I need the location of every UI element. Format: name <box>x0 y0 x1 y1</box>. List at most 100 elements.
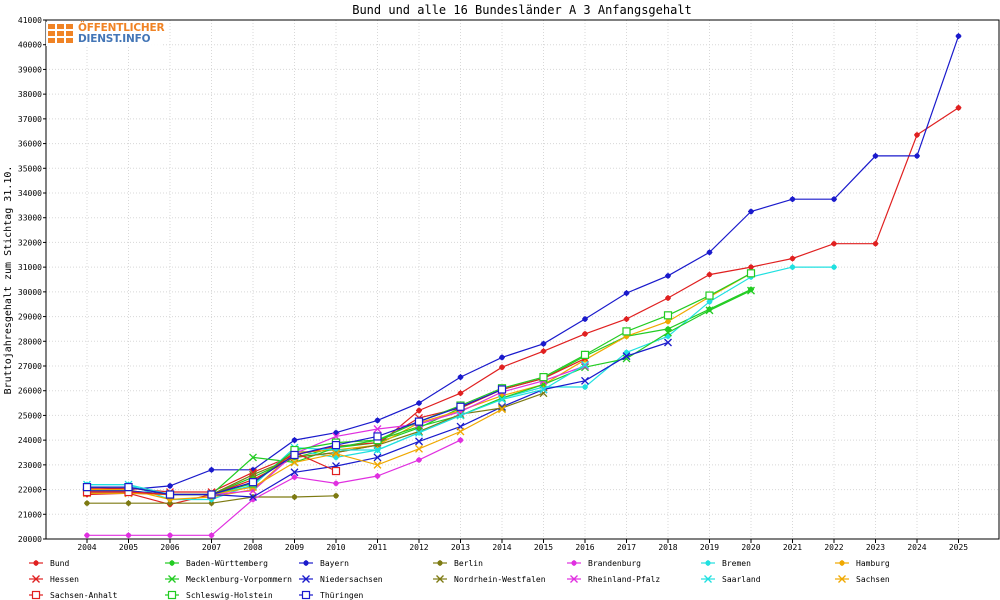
point-cross <box>332 449 340 458</box>
data-point <box>665 318 671 325</box>
y-tick-label: 26000 <box>18 387 42 396</box>
data-point <box>84 500 90 507</box>
data-point <box>84 532 90 539</box>
data-point <box>838 575 846 583</box>
data-point <box>291 437 298 444</box>
x-tick-label: 2005 <box>119 543 138 552</box>
x-tick-label: 2016 <box>575 543 594 552</box>
data-point <box>333 492 339 499</box>
legend-label: Bund <box>50 559 69 568</box>
y-tick-label: 25000 <box>18 411 42 420</box>
data-point <box>167 482 173 489</box>
x-tick-label: 2010 <box>326 543 345 552</box>
data-point <box>498 405 506 414</box>
point-cross <box>456 411 465 420</box>
series-line <box>86 107 959 506</box>
legend-item: Saarland <box>701 575 761 584</box>
data-point <box>208 500 215 507</box>
legend-label: Hessen <box>50 575 79 584</box>
data-point <box>125 500 132 507</box>
data-point <box>955 104 962 111</box>
x-tick-label: 2021 <box>783 543 802 552</box>
point-cross <box>373 425 382 433</box>
data-point <box>539 385 548 394</box>
data-point <box>748 208 754 215</box>
point-cross <box>704 575 712 583</box>
data-point <box>331 466 341 476</box>
data-point <box>333 454 339 461</box>
y-tick-label: 32000 <box>18 238 42 247</box>
y-tick-label: 33000 <box>18 214 42 223</box>
data-point <box>664 328 672 337</box>
data-point <box>540 340 547 347</box>
legend-item: Brandenburg <box>567 559 641 568</box>
point-cross <box>498 395 506 404</box>
point-cross <box>747 286 755 295</box>
data-point <box>580 350 590 359</box>
legend-item: Mecklenburg-Vorpommern <box>165 575 292 584</box>
legend-item: Bremen <box>701 559 751 568</box>
point-cross <box>249 493 257 501</box>
x-tick-label: 2022 <box>824 543 843 552</box>
data-point <box>333 480 339 487</box>
data-point <box>622 354 631 363</box>
data-point <box>705 306 714 315</box>
point-cross <box>249 453 257 462</box>
point-cross <box>415 444 423 453</box>
data-point <box>207 490 216 499</box>
y-tick-label: 24000 <box>18 436 42 445</box>
data-point <box>374 472 381 479</box>
data-point <box>416 407 422 414</box>
legend-label: Mecklenburg-Vorpommern <box>186 575 292 584</box>
x-tick-label: 2014 <box>492 543 511 552</box>
series-line <box>87 439 461 536</box>
data-point <box>125 532 132 539</box>
data-point <box>665 295 671 302</box>
x-tick-label: 2011 <box>368 543 387 552</box>
data-point <box>663 311 673 320</box>
data-point <box>499 354 505 361</box>
data-point <box>539 373 548 382</box>
legend-label: Hamburg <box>856 559 890 568</box>
data-point <box>249 468 257 477</box>
data-point <box>373 432 382 441</box>
data-point <box>249 470 257 479</box>
data-point <box>872 240 879 247</box>
data-point <box>249 493 257 501</box>
legend-item: Bayern <box>299 559 349 568</box>
y-tick-label: 35000 <box>18 164 42 173</box>
point-cross <box>705 306 714 315</box>
legend-item: Sachsen-Anhalt <box>29 590 118 600</box>
data-point <box>623 349 630 356</box>
legend-label: Baden-Württemberg <box>186 559 268 568</box>
legend-label: Brandenburg <box>588 559 641 568</box>
data-point <box>665 325 671 332</box>
point-cross <box>664 338 672 347</box>
legend-item: Schleswig-Holstein <box>165 590 273 600</box>
data-point <box>415 428 423 437</box>
logo-icon <box>48 24 74 44</box>
data-point <box>540 348 547 355</box>
legend-item: Rheinland-Pfalz <box>567 575 660 584</box>
series-layer <box>82 33 962 539</box>
point-cross <box>32 575 40 583</box>
x-tick-label: 2008 <box>243 543 262 552</box>
x-tick-label: 2009 <box>285 543 304 552</box>
x-tick-label: 2018 <box>658 543 677 552</box>
point-cross <box>622 354 631 363</box>
y-tick-label: 30000 <box>18 288 42 297</box>
data-point <box>746 269 756 278</box>
data-point <box>581 376 589 385</box>
data-point <box>706 249 713 256</box>
series-bayern <box>84 33 962 493</box>
data-point <box>208 532 215 539</box>
data-point <box>789 196 796 203</box>
data-point <box>333 429 339 436</box>
legend-label: Saarland <box>722 575 761 584</box>
point-cross <box>290 468 299 477</box>
data-point <box>955 33 962 40</box>
point-cross <box>373 460 382 469</box>
data-point <box>872 152 879 159</box>
point-cross <box>302 575 310 583</box>
point-cross <box>581 363 589 372</box>
